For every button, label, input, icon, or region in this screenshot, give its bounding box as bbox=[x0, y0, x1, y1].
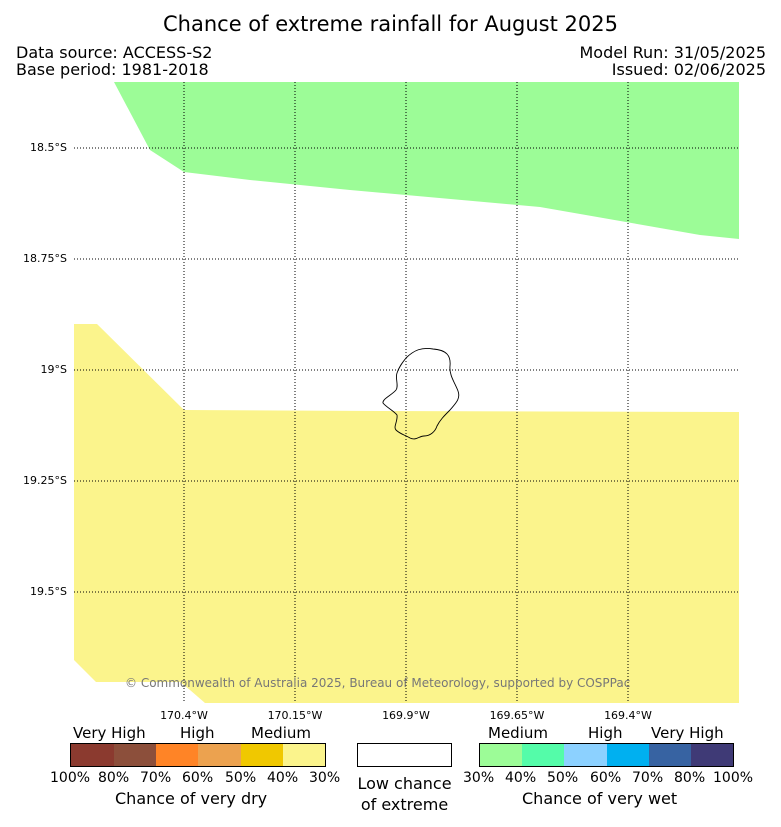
island-outline bbox=[382, 347, 460, 440]
dry-caption: Chance of very dry bbox=[115, 789, 268, 808]
map-panel bbox=[74, 82, 739, 703]
lat-label: 18.75°S bbox=[23, 252, 67, 265]
dry-region-medium bbox=[74, 324, 739, 703]
dry-swatch-30-40 bbox=[283, 744, 325, 766]
lat-label: 19.5°S bbox=[30, 585, 67, 598]
lat-label: 18.5°S bbox=[30, 141, 67, 154]
dry-colorbar bbox=[70, 743, 326, 767]
dry-tick: 80% bbox=[98, 770, 130, 786]
wet-tick: 30% bbox=[463, 770, 495, 786]
lat-label: 19°S bbox=[40, 363, 67, 376]
lon-label: 169.9°W bbox=[382, 709, 430, 722]
dry-very-high-label: Very High bbox=[73, 724, 146, 742]
dry-swatch-50-60 bbox=[198, 744, 241, 766]
wet-medium-label: Medium bbox=[488, 724, 548, 742]
dry-tick: 40% bbox=[267, 770, 299, 786]
dry-tick: 70% bbox=[140, 770, 172, 786]
wet-colorbar bbox=[479, 743, 734, 767]
wet-tick: 70% bbox=[632, 770, 664, 786]
wet-region-medium bbox=[114, 82, 739, 239]
wet-very-high-label: Very High bbox=[651, 724, 724, 742]
wet-swatch-70-80 bbox=[649, 744, 691, 766]
dry-high-label: High bbox=[180, 724, 215, 742]
low-chance-swatch bbox=[357, 743, 452, 767]
low-chance-caption-2: of extreme bbox=[360, 795, 449, 814]
wet-tick: 50% bbox=[547, 770, 579, 786]
dry-swatch-80-100 bbox=[71, 744, 114, 766]
lon-label: 169.65°W bbox=[489, 709, 545, 722]
wet-tick: 40% bbox=[505, 770, 537, 786]
wet-swatch-40-50 bbox=[522, 744, 564, 766]
copyright-notice: © Commonwealth of Australia 2025, Bureau… bbox=[125, 676, 631, 690]
dry-swatch-60-70 bbox=[156, 744, 198, 766]
lon-label: 170.4°W bbox=[160, 709, 208, 722]
wet-tick: 80% bbox=[674, 770, 706, 786]
wet-tick: 100% bbox=[713, 770, 754, 786]
wet-swatch-80-100 bbox=[691, 744, 733, 766]
dry-tick: 100% bbox=[50, 770, 91, 786]
wet-swatch-50-60 bbox=[564, 744, 607, 766]
base-period-label: Base period: 1981-2018 bbox=[16, 60, 209, 79]
map-title: Chance of extreme rainfall for August 20… bbox=[163, 12, 618, 36]
dry-tick: 60% bbox=[182, 770, 214, 786]
model-run-label: Model Run: 31/05/2025 bbox=[579, 43, 767, 62]
wet-caption: Chance of very wet bbox=[522, 789, 678, 808]
dry-tick: 30% bbox=[309, 770, 341, 786]
low-chance-caption-1: Low chance bbox=[357, 774, 452, 793]
wet-swatch-60-70 bbox=[607, 744, 649, 766]
dry-swatch-40-50 bbox=[241, 744, 283, 766]
dry-swatch-70-80 bbox=[114, 744, 156, 766]
issued-label: Issued: 02/06/2025 bbox=[611, 60, 766, 79]
wet-swatch-30-40 bbox=[480, 744, 522, 766]
lat-label: 19.25°S bbox=[23, 474, 67, 487]
data-source-label: Data source: ACCESS-S2 bbox=[16, 43, 213, 62]
lon-label: 170.15°W bbox=[267, 709, 323, 722]
dry-tick: 50% bbox=[225, 770, 257, 786]
wet-tick: 60% bbox=[590, 770, 622, 786]
dry-medium-label: Medium bbox=[251, 724, 311, 742]
wet-high-label: High bbox=[588, 724, 623, 742]
lon-label: 169.4°W bbox=[604, 709, 652, 722]
